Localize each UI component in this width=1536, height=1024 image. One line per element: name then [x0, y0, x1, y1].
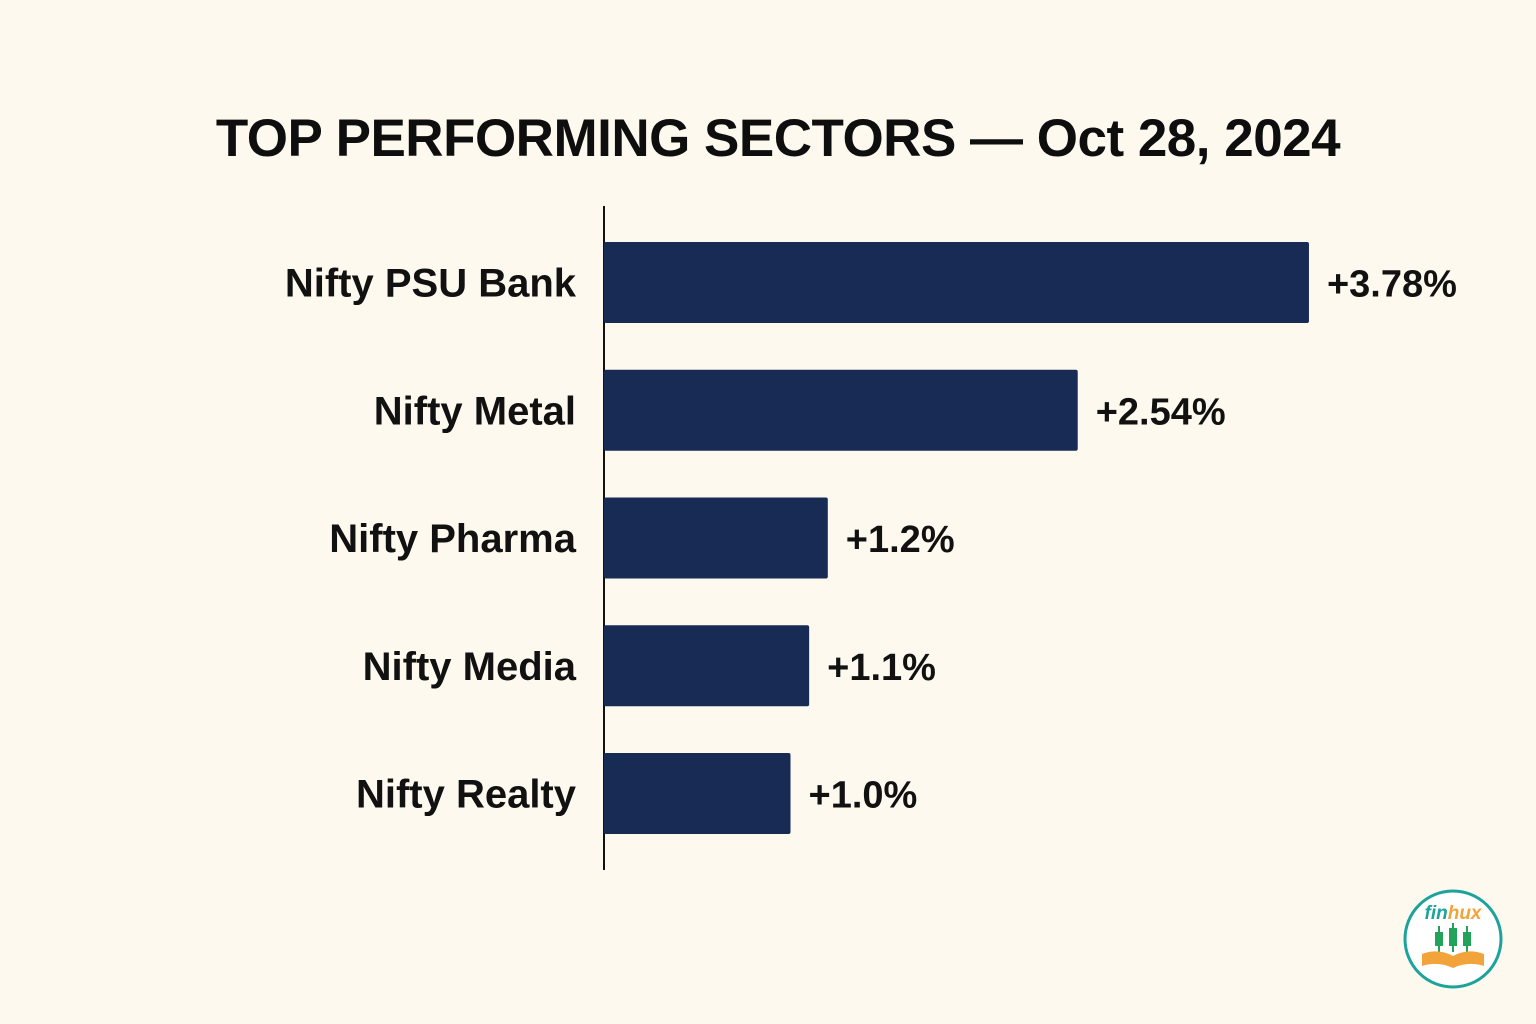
category-label-nifty-psu-bank: Nifty PSU Bank [285, 262, 577, 306]
candlestick-icon [1435, 923, 1471, 952]
bar-nifty-media [604, 625, 810, 707]
logo-text: finhux [1425, 903, 1483, 924]
category-label-nifty-metal: Nifty Metal [374, 389, 576, 433]
category-label-nifty-pharma: Nifty Pharma [329, 517, 576, 561]
logo-text-hux: hux [1448, 903, 1483, 924]
bars-group: Nifty PSU Bank +3.78% Nifty Metal +2.54% Nif… [285, 242, 1457, 834]
value-label-nifty-metal: +2.54% [1096, 391, 1226, 433]
bar-nifty-pharma [604, 497, 828, 579]
value-label-nifty-media: +1.1% [827, 647, 936, 689]
book-icon [1422, 951, 1484, 968]
bar-nifty-metal [604, 369, 1078, 451]
bar-nifty-realty [604, 753, 791, 834]
chart-title: TOP PERFORMING SECTORS — Oct 28, 2024 [215, 109, 1341, 168]
value-label-nifty-psu-bank: +3.78% [1327, 264, 1457, 306]
logo-text-fin: fin [1425, 903, 1448, 924]
category-label-nifty-media: Nifty Media [363, 645, 577, 689]
bar-nifty-psu-bank [604, 242, 1309, 323]
value-label-nifty-pharma: +1.2% [846, 519, 955, 561]
value-label-nifty-realty: +1.0% [809, 775, 918, 817]
category-label-nifty-realty: Nifty Realty [356, 773, 577, 817]
finhux-logo: finhux [1403, 889, 1503, 989]
